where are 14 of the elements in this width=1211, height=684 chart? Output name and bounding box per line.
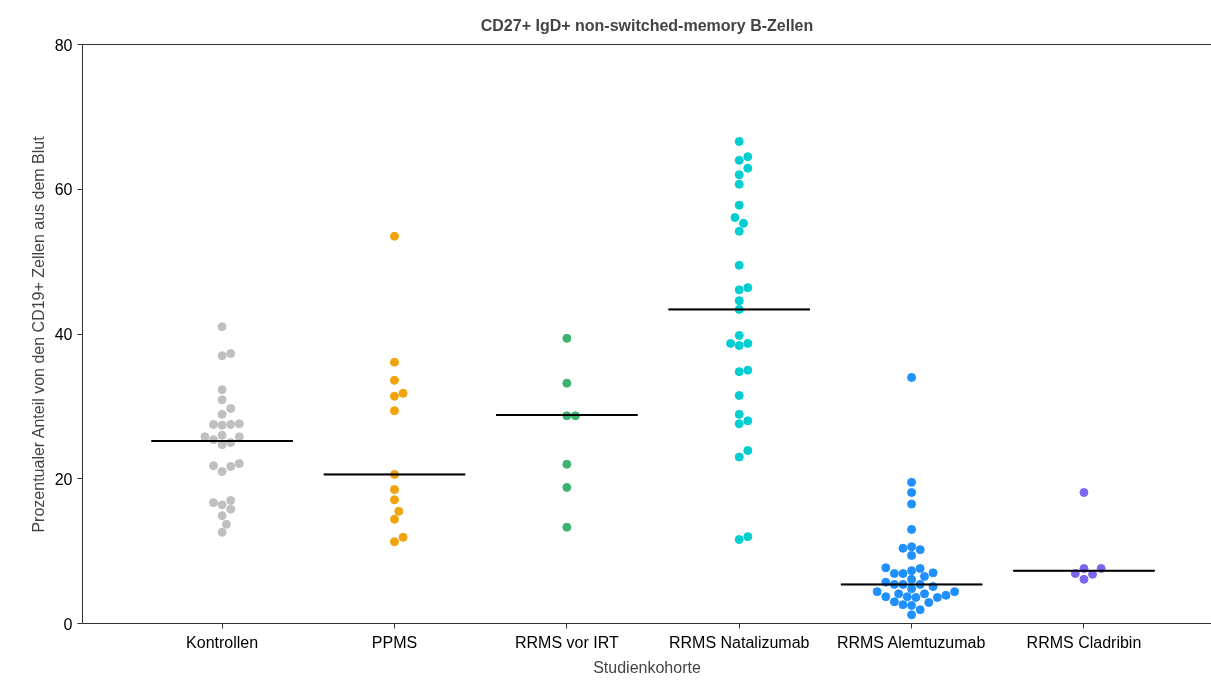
x-tick-label: RRMS Alemtuzumab	[836, 633, 986, 651]
x-tick-label: RRMS Cladribin	[1026, 633, 1142, 651]
x-axis-title: Studienkohorte	[593, 658, 701, 676]
y-tick-label: 40	[54, 326, 73, 343]
chart-title: CD27+ IgD+ non-switched-memory B-Zellen	[480, 16, 814, 34]
y-tick-label: 20	[54, 470, 73, 488]
y-axis-title: Prozentualer Anteil von den CD19+ Zellen aus dem Blut	[29, 135, 47, 533]
y-tick-label: 0	[63, 615, 73, 633]
x-tick-label: RRMS Natalizumab	[668, 633, 810, 651]
x-tick-label: Kontrollen	[186, 633, 259, 651]
y-tick-label: 80	[54, 36, 73, 54]
x-tick-label: RRMS vor IRT	[514, 633, 619, 651]
y-tick-label: 60	[54, 181, 73, 199]
x-tick-label: PPMS	[371, 633, 418, 651]
